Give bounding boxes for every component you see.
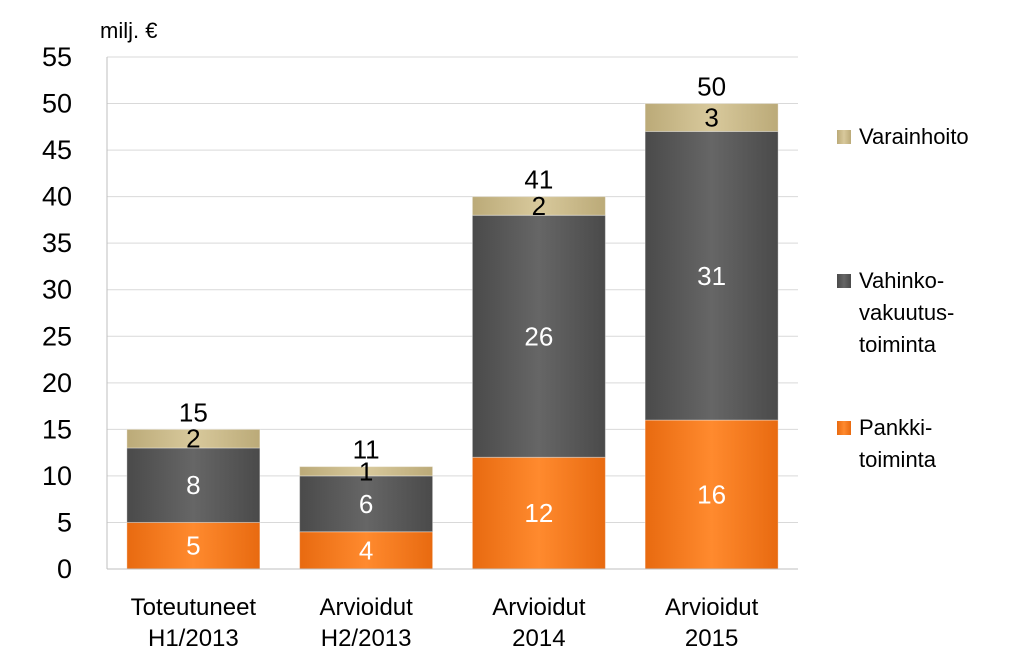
y-tick-label: 0 xyxy=(57,554,72,584)
data-label: 1 xyxy=(359,456,373,486)
total-label: 41 xyxy=(524,165,553,195)
legend-swatch xyxy=(837,130,851,144)
legend-label: toiminta xyxy=(859,447,937,472)
data-label: 2 xyxy=(532,191,546,221)
bar-segment xyxy=(299,531,434,570)
bar-segment xyxy=(299,475,434,533)
bar-segment xyxy=(644,419,779,570)
bar-segment xyxy=(126,428,261,449)
data-label: 31 xyxy=(697,261,726,291)
data-label: 8 xyxy=(186,470,200,500)
unit-label: milj. € xyxy=(100,18,157,43)
y-tick-label: 5 xyxy=(57,507,72,537)
y-tick-label: 40 xyxy=(42,182,72,212)
y-axis: 0 5 10 15 20 25 30 35 40 45 50 55 xyxy=(42,42,108,584)
x-axis: Toteutuneet H1/2013 Arvioidut H2/2013 Arvioi… xyxy=(107,568,798,652)
data-label: 6 xyxy=(359,489,373,519)
data-label: 4 xyxy=(359,535,373,565)
legend-label: Pankki- xyxy=(859,415,932,440)
bar-segment xyxy=(471,456,606,570)
y-tick-label: 45 xyxy=(42,135,72,165)
total-label: 11 xyxy=(353,435,380,465)
y-tick-label: 25 xyxy=(42,321,72,351)
legend-label: toiminta xyxy=(859,332,937,357)
x-tick-label: Arvioidut xyxy=(492,594,586,621)
total-label: 50 xyxy=(697,72,726,102)
bar-segment xyxy=(471,214,606,458)
bar-segment xyxy=(471,196,606,216)
bar-segment xyxy=(299,466,434,477)
y-tick-label: 10 xyxy=(42,461,72,491)
legend-label: Varainhoito xyxy=(859,124,969,149)
data-label: 2 xyxy=(186,424,200,454)
bar-segment xyxy=(644,103,779,132)
x-tick-label: Arvioidut xyxy=(665,594,759,621)
x-tick-label: H1/2013 xyxy=(148,625,239,652)
legend: Varainhoito Vahinko-vakuutus-toiminta Pank… xyxy=(837,124,969,472)
total-label: 15 xyxy=(179,397,208,427)
bar-segment xyxy=(126,447,261,523)
bar-segment xyxy=(644,130,779,421)
y-tick-label: 35 xyxy=(42,228,72,258)
data-label: 12 xyxy=(524,498,553,528)
legend-swatch xyxy=(837,274,851,288)
legend-label: Vahinko- xyxy=(859,268,944,293)
data-label: 3 xyxy=(704,103,718,133)
data-label: 16 xyxy=(697,480,726,510)
legend-label: vakuutus- xyxy=(859,300,954,325)
x-tick-label: 2014 xyxy=(512,625,565,652)
bar-segment xyxy=(126,521,261,570)
legend-swatch xyxy=(837,421,851,435)
x-tick-label: H2/2013 xyxy=(321,625,412,652)
x-tick-label: Arvioidut xyxy=(319,594,413,621)
x-tick-label: 2015 xyxy=(685,625,738,652)
data-label: 26 xyxy=(524,321,553,351)
y-tick-label: 20 xyxy=(42,368,72,398)
y-tick-label: 50 xyxy=(42,89,72,119)
data-label: 5 xyxy=(186,531,200,561)
y-tick-label: 15 xyxy=(42,414,72,444)
x-tick-label: Toteutuneet xyxy=(131,594,257,621)
y-tick-label: 30 xyxy=(42,275,72,305)
y-tick-label: 55 xyxy=(42,42,72,72)
